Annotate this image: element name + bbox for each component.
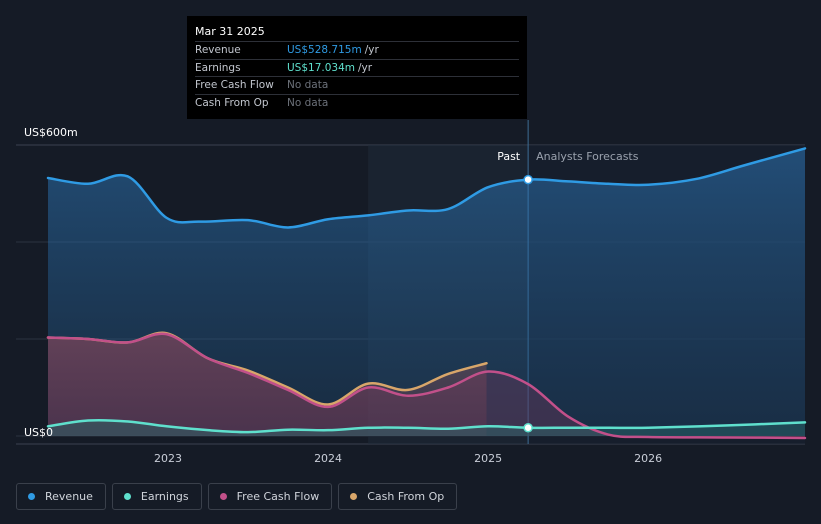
y-axis-top-label: US$600m: [24, 126, 78, 139]
legend-label: Free Cash Flow: [236, 490, 320, 503]
legend-label: Earnings: [140, 490, 189, 503]
legend-label: Cash From Op: [367, 490, 445, 503]
tooltip-value: No data: [287, 96, 329, 109]
earnings-marker: [523, 423, 533, 433]
forecast-label: Analysts Forecasts: [536, 150, 639, 163]
revenue-line: [46, 147, 807, 229]
tooltip-row-revenue: Revenue US$528.715m /yr: [195, 41, 519, 59]
earnings-dot-icon: [123, 493, 131, 500]
tooltip-value: No data: [287, 79, 329, 91]
legend-item-revenue[interactable]: Revenue: [16, 483, 106, 510]
cash-from-op-area: [48, 332, 487, 436]
tooltip-row-earnings: Earnings US$17.034m /yr: [195, 58, 519, 77]
tooltip-value: US$17.034m: [287, 61, 355, 74]
cash-from-op-dot-icon: [350, 493, 358, 500]
legend-label: Revenue: [45, 490, 93, 503]
legend-item-earnings[interactable]: Earnings: [111, 483, 202, 510]
earnings-line: [46, 418, 807, 434]
free-cash-flow-area: [48, 333, 805, 438]
tooltip-label: Free Cash Flow: [195, 79, 274, 91]
tooltip-label: Revenue: [195, 44, 241, 56]
legend-item-free-cash-flow[interactable]: Free Cash Flow: [207, 483, 333, 510]
revenue-marker: [523, 174, 533, 185]
x-tick-label: 2025: [474, 452, 502, 465]
tooltip-row-cash-from-op: Cash From Op No data: [195, 93, 519, 112]
legend-item-cash-from-op[interactable]: Cash From Op: [338, 483, 458, 510]
x-tick-label: 2026: [634, 452, 662, 465]
tooltip-row-free-cash-flow: Free Cash Flow No data: [195, 76, 519, 94]
tooltip-label: Cash From Op: [195, 96, 269, 109]
x-tick-label: 2024: [314, 452, 342, 465]
tooltip-value: US$528.715m: [287, 44, 362, 56]
free-cash-flow-line: [46, 332, 807, 440]
tooltip-label: Earnings: [195, 61, 241, 74]
tooltip-unit: /yr: [364, 44, 379, 56]
x-tick-label: 2023: [154, 452, 182, 465]
tooltip-unit: /yr: [358, 61, 373, 74]
tooltip: Mar 31 2025 Revenue US$528.715m /yr Earn…: [187, 16, 527, 119]
revenue-dot-icon: [28, 493, 35, 500]
tooltip-date: Mar 31 2025: [195, 25, 265, 38]
past-label: Past: [497, 150, 521, 163]
legend: Revenue Earnings Free Cash Flow Cash Fro…: [16, 483, 458, 510]
y-axis-bottom-label: US$0: [24, 426, 54, 439]
free-cash-flow-dot-icon: [219, 493, 227, 500]
